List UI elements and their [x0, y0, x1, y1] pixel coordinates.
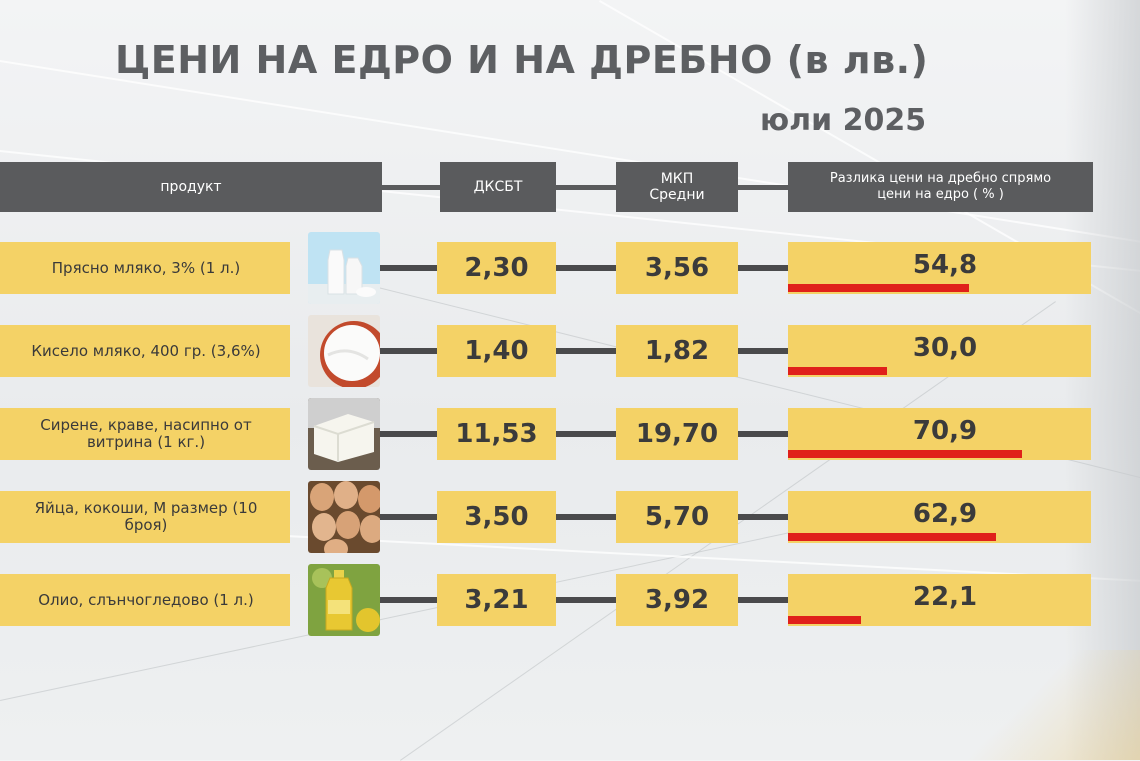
diff-value: 54,8	[912, 250, 978, 280]
retail-value: 19,70	[616, 408, 738, 460]
cheese-icon	[308, 398, 380, 470]
diff-bar	[788, 616, 861, 624]
diff-bar	[788, 284, 969, 292]
header-diff-label: Разлика цени на дребно спрямо цени на ед…	[829, 171, 1052, 202]
row-connector	[380, 597, 437, 603]
row-connector	[738, 514, 788, 520]
row-connector	[556, 514, 616, 520]
product-label: Яйца, кокоши, М размер (10 броя)	[0, 491, 290, 543]
product-label: Сирене, краве, насипно от витрина (1 кг.…	[0, 408, 290, 460]
chart-title: ЦЕНИ НА ЕДРО И НА ДРЕБНО (в лв.)	[115, 38, 929, 82]
oil-icon	[308, 564, 380, 636]
diff-value: 70,9	[912, 416, 978, 446]
header-connector	[556, 185, 616, 190]
row-connector	[556, 265, 616, 271]
header-product: продукт	[0, 162, 382, 212]
product-label: Прясно мляко, 3% (1 л.)	[0, 242, 290, 294]
header-diff: Разлика цени на дребно спрямо цени на ед…	[788, 162, 1093, 212]
retail-value: 5,70	[616, 491, 738, 543]
diff-value: 30,0	[912, 333, 978, 363]
header-connector	[738, 185, 788, 190]
row-connector	[738, 431, 788, 437]
diff-value: 22,1	[912, 582, 978, 612]
wholesale-value: 2,30	[437, 242, 556, 294]
diff-bar	[788, 450, 1022, 458]
row-connector	[556, 597, 616, 603]
header-mkp: МКП Средни	[616, 162, 738, 212]
milk-icon	[308, 232, 380, 304]
row-connector	[380, 431, 437, 437]
row-connector	[380, 348, 437, 354]
yogurt-icon	[308, 315, 380, 387]
diff-bar	[788, 533, 996, 541]
diff-bar	[788, 367, 887, 375]
row-connector	[738, 265, 788, 271]
diff-value: 62,9	[912, 499, 978, 529]
wholesale-value: 11,53	[437, 408, 556, 460]
row-connector	[738, 348, 788, 354]
wholesale-value: 1,40	[437, 325, 556, 377]
eggs-icon	[308, 481, 380, 553]
retail-value: 3,92	[616, 574, 738, 626]
row-connector	[380, 514, 437, 520]
retail-value: 3,56	[616, 242, 738, 294]
row-connector	[380, 265, 437, 271]
product-label: Кисело мляко, 400 гр. (3,6%)	[0, 325, 290, 377]
wholesale-value: 3,21	[437, 574, 556, 626]
header-connector	[382, 185, 440, 190]
header-mkp-label: МКП Средни	[649, 171, 705, 203]
product-label: Олио, слънчогледово (1 л.)	[0, 574, 290, 626]
chart-subtitle: юли 2025	[760, 103, 927, 138]
header-dksbt: ДКСБТ	[440, 162, 556, 212]
row-connector	[556, 431, 616, 437]
wholesale-value: 3,50	[437, 491, 556, 543]
row-connector	[738, 597, 788, 603]
retail-value: 1,82	[616, 325, 738, 377]
row-connector	[556, 348, 616, 354]
